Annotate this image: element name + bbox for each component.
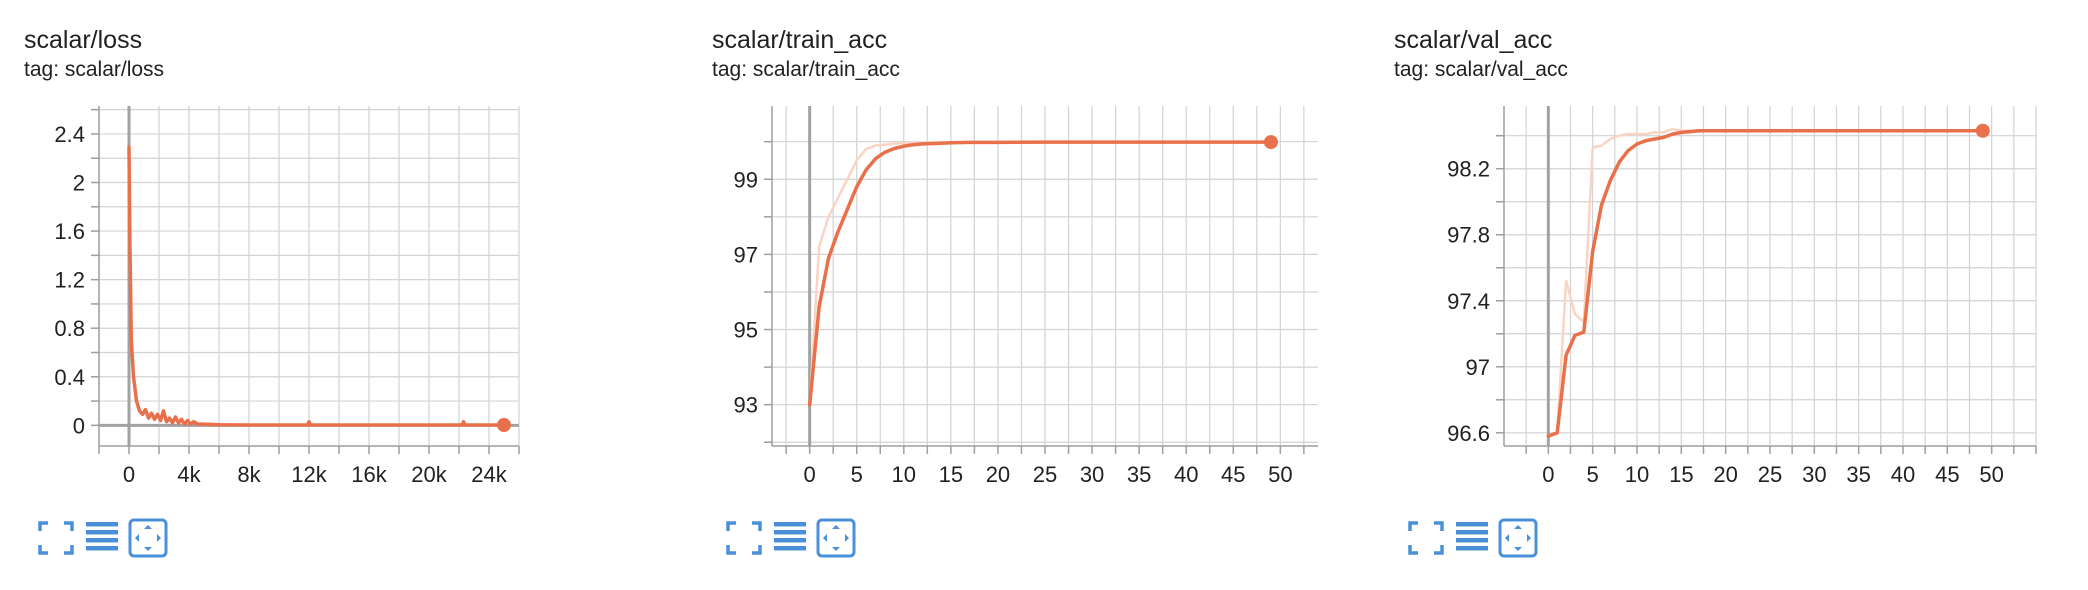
x-tick-label: 0 [123,462,135,487]
x-tick-label: 50 [1268,462,1292,487]
y-tick-label: 95 [734,318,758,343]
x-tick-label: 35 [1127,462,1151,487]
y-tick-label: 97 [1466,355,1490,380]
fit-domain-icon [128,518,168,558]
smoothed-series-line [807,140,1273,407]
x-tick-label: 40 [1174,462,1198,487]
y-tick-label: 99 [734,167,758,192]
data-table-button[interactable] [82,516,122,560]
y-tick-label: 1.2 [54,268,85,293]
x-tick-label: 16k [351,462,387,487]
chart-card-loss: scalar/loss tag: scalar/loss 0 4k 8k 12k 16k… [24,0,704,590]
chart-tag: tag: scalar/loss [24,58,165,81]
data-table-icon [86,522,118,551]
x-tick-label: 50 [1979,462,2003,487]
fullscreen-button[interactable] [724,516,764,560]
x-tick-label: 4k [177,462,201,487]
fit-domain-button[interactable] [1498,516,1538,560]
fullscreen-icon [38,521,74,555]
x-tick-label: 20 [986,462,1010,487]
x-tick-label: 30 [1802,462,1826,487]
data-table-button[interactable] [1452,516,1492,560]
x-tick-label: 40 [1891,462,1915,487]
x-tick-label: 24k [471,462,507,487]
last-point-marker [497,417,511,432]
val-acc-plot[interactable]: 0 5 10 15 20 25 30 35 40 45 50 96.6 97 97.4 97.8 98.2 [1394,96,2074,506]
x-tick-label: 45 [1935,462,1959,487]
x-tick-label: 10 [892,462,916,487]
x-tick-label: 12k [291,462,327,487]
last-point-marker [1263,135,1278,150]
smoothed-series-line [127,145,506,427]
y-tick-label: 97.8 [1447,223,1490,248]
chart-card-train-acc: scalar/train_acc tag: scalar/train_acc 0… [712,0,1392,590]
chart-title: scalar/loss [24,26,143,54]
last-point-marker [1975,123,1990,138]
fit-domain-icon [1498,518,1538,558]
chart-title: scalar/val_acc [1394,26,1553,54]
fullscreen-button[interactable] [1406,516,1446,560]
x-tick-label: 0 [804,462,816,487]
raw-series-line [808,140,1273,406]
y-tick-label: 2 [73,171,85,196]
y-tick-label: 93 [734,393,758,418]
x-tick-label: 8k [237,462,261,487]
y-tick-label: 0 [73,413,85,438]
x-tick-label: 0 [1542,462,1554,487]
fullscreen-icon [726,521,762,555]
y-tick-label: 97 [734,242,758,267]
x-tick-label: 15 [939,462,963,487]
train-acc-plot[interactable]: 0 5 10 15 20 25 30 35 40 45 50 93 95 97 99 [712,96,1392,506]
y-tick-label: 0.4 [54,365,85,390]
fullscreen-icon [1408,521,1444,555]
x-tick-label: 20k [411,462,447,487]
smoothed-series-line [1546,129,1985,438]
x-tick-label: 5 [1587,462,1599,487]
fit-domain-button[interactable] [816,516,856,560]
fullscreen-button[interactable] [36,516,76,560]
x-tick-label: 5 [851,462,863,487]
x-tick-label: 20 [1713,462,1737,487]
loss-plot[interactable]: 0 4k 8k 12k 16k 20k 24k 0 0.4 0.8 1.2 1.6 2 2.4 [24,96,704,506]
x-tick-label: 45 [1221,462,1245,487]
data-table-icon [774,522,806,551]
y-tick-label: 98.2 [1447,157,1490,182]
x-tick-label: 35 [1846,462,1870,487]
chart-tag: tag: scalar/val_acc [1394,58,1568,81]
y-tick-label: 1.6 [54,219,85,244]
chart-tag: tag: scalar/train_acc [712,58,900,81]
data-table-button[interactable] [770,516,810,560]
chart-title: scalar/train_acc [712,26,888,54]
chart-card-val-acc: scalar/val_acc tag: scalar/val_acc 0 5 10 1… [1394,0,2074,590]
fit-domain-button[interactable] [128,516,168,560]
y-tick-label: 2.4 [54,122,85,147]
x-tick-label: 30 [1080,462,1104,487]
x-tick-label: 25 [1758,462,1782,487]
x-tick-label: 25 [1033,462,1057,487]
data-table-icon [1456,522,1488,551]
fit-domain-icon [816,518,856,558]
y-tick-label: 96.6 [1447,421,1490,446]
y-tick-label: 0.8 [54,316,85,341]
y-tick-label: 97.4 [1447,289,1490,314]
x-tick-label: 15 [1669,462,1693,487]
x-tick-label: 10 [1625,462,1649,487]
